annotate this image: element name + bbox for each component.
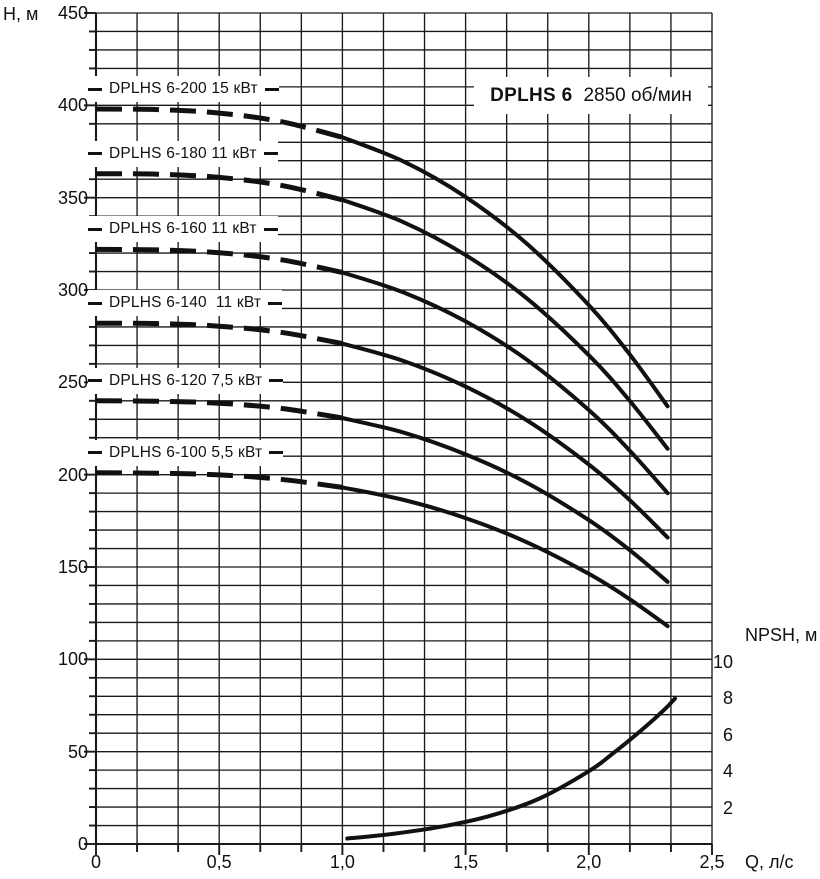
label-leader-dash bbox=[263, 227, 278, 231]
pump-curve-dashed-dplhs-6-160 bbox=[95, 246, 343, 275]
pump-curve-dashed-dplhs-6-200 bbox=[95, 106, 344, 140]
pump-curve-dashed-dplhs-6-120 bbox=[95, 398, 343, 421]
pump-curve-label-text: DPLHS 6-160 11 кВт bbox=[109, 220, 257, 238]
pump-curve-dashed-dplhs-6-180 bbox=[95, 171, 343, 203]
chart-title-speed: 2850 об/мин bbox=[583, 84, 692, 106]
label-leader-dash bbox=[264, 87, 279, 91]
npsh-tick-label: 6 bbox=[722, 724, 733, 745]
chart-title-model: DPLHS 6 bbox=[490, 84, 573, 106]
label-leader-dash bbox=[88, 227, 102, 231]
x-tick-label: 0,5 bbox=[206, 852, 232, 872]
chart-title: DPLHS 6 2850 об/мин bbox=[474, 77, 708, 114]
pump-curve-dashed-dplhs-6-140 bbox=[95, 320, 343, 347]
pump-curve-dashed-dplhs-6-100 bbox=[95, 470, 343, 490]
pump-curve-dplhs-6-200 bbox=[340, 135, 670, 409]
x-tick-label: 2,5 bbox=[699, 852, 725, 872]
y-tick-label: 0 bbox=[77, 834, 88, 854]
y-axis-unit-label: H, м bbox=[3, 4, 39, 24]
y-tick-label: 150 bbox=[57, 557, 88, 577]
label-leader-dash bbox=[269, 451, 284, 455]
pump-curve-dplhs-6-120 bbox=[340, 416, 670, 584]
label-leader-dash bbox=[88, 301, 102, 305]
x-axis-unit-label: Q, л/с bbox=[745, 852, 794, 872]
npsh-tick-label: 8 bbox=[722, 688, 733, 709]
pump-curve-label-text: DPLHS 6-180 11 кВт bbox=[109, 144, 257, 162]
y-tick-label: 300 bbox=[57, 280, 88, 300]
pump-curve-label-dplhs-6-200: DPLHS 6-200 15 кВт bbox=[88, 76, 279, 103]
pump-curve-label-text: DPLHS 6-100 5,5 кВт bbox=[109, 443, 263, 461]
pump-curve-label-text: DPLHS 6-140 11 кВт bbox=[109, 294, 262, 312]
pump-curve-dplhs-6-160 bbox=[340, 270, 670, 496]
y-tick-label: 100 bbox=[57, 649, 88, 670]
y-tick-label: 400 bbox=[57, 95, 88, 116]
label-leader-dash bbox=[88, 152, 102, 156]
npsh-tick-label: 2 bbox=[722, 797, 733, 818]
x-tick-label: 1,0 bbox=[329, 852, 355, 872]
label-leader-dash bbox=[88, 379, 102, 383]
npsh-curve bbox=[345, 696, 677, 841]
pump-curve-label-dplhs-6-100: DPLHS 6-100 5,5 кВт bbox=[88, 439, 284, 466]
npsh-tick-label: 10 bbox=[712, 652, 733, 673]
pump-curve-label-dplhs-6-120: DPLHS 6-120 7,5 кВт bbox=[88, 367, 284, 394]
pump-curve-label-text: DPLHS 6-200 15 кВт bbox=[109, 80, 258, 98]
pump-curve-label-text: DPLHS 6-120 7,5 кВт bbox=[109, 371, 263, 389]
label-leader-dash bbox=[88, 451, 102, 455]
pump-curve-dplhs-6-180 bbox=[340, 197, 670, 451]
x-tick-label: 2,0 bbox=[576, 852, 602, 872]
y-tick-label: 450 bbox=[57, 3, 88, 23]
y-tick-label: 350 bbox=[57, 187, 88, 208]
y-tick-label: 50 bbox=[67, 741, 88, 762]
label-leader-dash bbox=[88, 87, 102, 91]
y-tick-label: 200 bbox=[57, 464, 88, 485]
x-tick-label: 1,5 bbox=[453, 852, 479, 872]
x-tick-label: 0 bbox=[90, 852, 101, 872]
label-leader-dash bbox=[268, 301, 283, 305]
pump-curve-label-dplhs-6-180: DPLHS 6-180 11 кВт bbox=[88, 140, 278, 167]
pump-curve-dplhs-6-140 bbox=[340, 341, 670, 540]
npsh-axis-unit-label: NPSH, м bbox=[745, 625, 818, 645]
npsh-tick-label: 4 bbox=[722, 761, 733, 782]
label-leader-dash bbox=[269, 379, 284, 383]
pump-curve-label-dplhs-6-140: DPLHS 6-140 11 кВт bbox=[88, 290, 283, 317]
label-leader-dash bbox=[263, 152, 278, 156]
pump-curve-dplhs-6-100 bbox=[340, 485, 670, 629]
y-tick-label: 250 bbox=[57, 372, 88, 393]
pump-curve-label-dplhs-6-160: DPLHS 6-160 11 кВт bbox=[88, 216, 278, 243]
